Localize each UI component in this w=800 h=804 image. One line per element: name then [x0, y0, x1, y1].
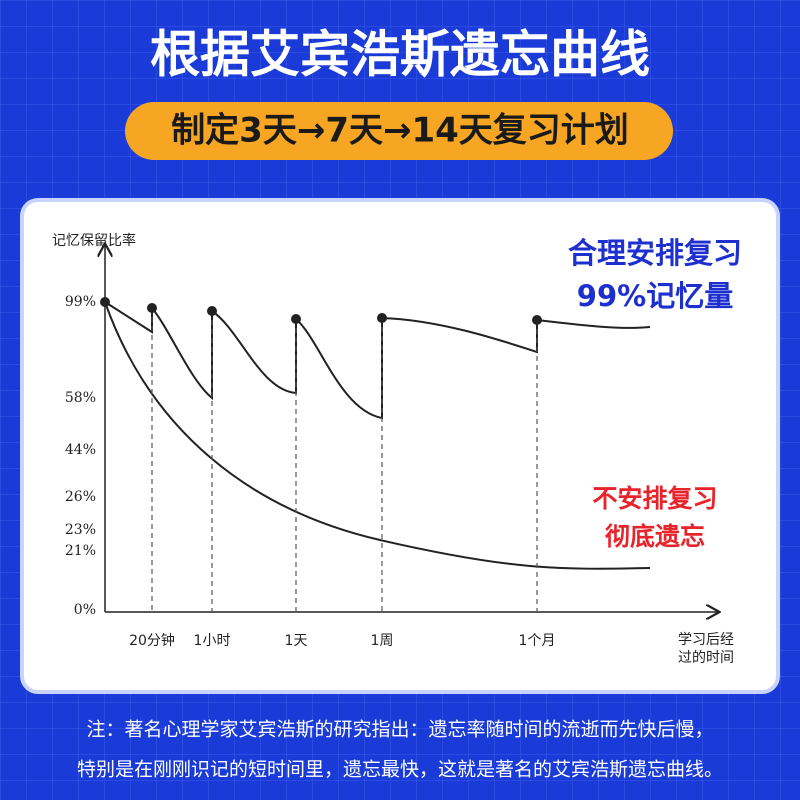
x-tick-label: 1天: [285, 633, 308, 649]
y-tick-label: 0%: [74, 602, 96, 618]
title: 根据艾宾浩斯遗忘曲线: [150, 26, 650, 84]
review-point: [532, 315, 542, 325]
start-point: [100, 297, 110, 307]
y-tick-label: 99%: [65, 294, 96, 310]
review-point: [207, 306, 217, 316]
review-note: 99%记忆量: [577, 279, 733, 313]
review-point: [377, 313, 387, 323]
x-tick-label: 1周: [371, 633, 394, 649]
y-tick-label: 44%: [65, 442, 96, 458]
no-review-note: 彻底遗忘: [605, 522, 705, 551]
x-axis-label: 学习后经: [678, 632, 734, 648]
footer-line: 特别是在刚刚识记的短时间里，遗忘最快，这就是著名的艾宾浩斯遗忘曲线。: [77, 759, 723, 781]
y-tick-label: 26%: [65, 489, 96, 505]
y-tick-label: 23%: [65, 522, 96, 538]
review-note: 合理安排复习: [568, 236, 742, 270]
y-tick-label: 58%: [65, 390, 96, 406]
chart-panel: [20, 198, 780, 694]
x-tick-label: 20分钟: [129, 632, 175, 649]
y-axis-label: 记忆保留比率: [52, 232, 136, 249]
y-tick-label: 21%: [65, 543, 96, 559]
x-tick-label: 1个月: [519, 633, 556, 649]
review-point: [291, 314, 301, 324]
forgetting-curve: [104, 301, 651, 570]
subtitle-pill: [125, 102, 673, 160]
review-point: [147, 303, 157, 313]
x-axis-label: 过的时间: [678, 650, 734, 666]
x-tick-label: 1小时: [194, 633, 231, 649]
footer-line: 注：著名心理学家艾宾浩斯的研究指出：遗忘率随时间的流逝而先快后慢，: [86, 719, 713, 741]
subtitle: 制定3天→7天→14天复习计划: [171, 111, 629, 151]
no-review-note: 不安排复习: [592, 484, 717, 513]
